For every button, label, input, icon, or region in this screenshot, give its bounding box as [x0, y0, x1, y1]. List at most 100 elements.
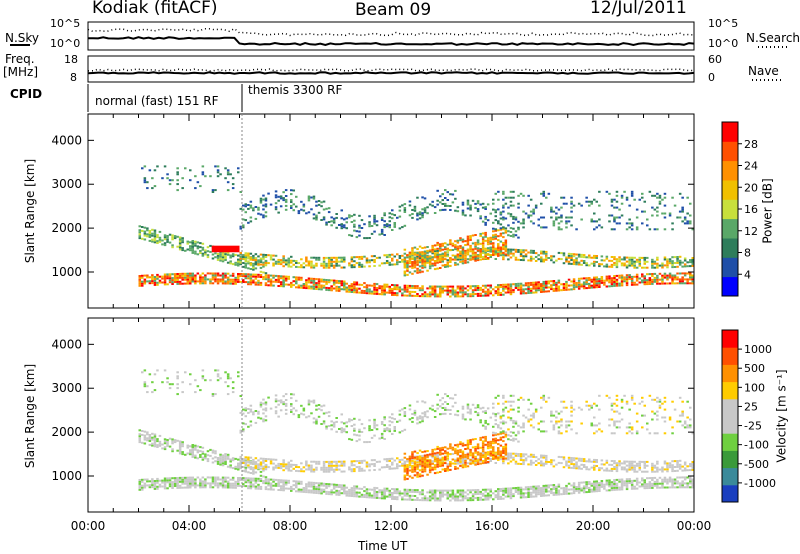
power-cell — [439, 259, 442, 262]
velocity-cell — [507, 495, 510, 498]
velocity-cell — [277, 481, 280, 484]
power-cell — [590, 202, 594, 205]
velocity-cell — [171, 450, 174, 453]
velocity-cell — [595, 465, 599, 467]
power-cell — [663, 274, 667, 277]
power-cell — [234, 253, 237, 256]
velocity-cell — [138, 433, 142, 436]
power-cell — [302, 266, 306, 269]
power-cell — [507, 248, 510, 251]
velocity-cell — [537, 487, 540, 490]
power-cell — [565, 288, 568, 291]
power-cell — [350, 266, 354, 269]
velocity-cell — [325, 460, 328, 463]
velocity-cell — [221, 484, 225, 487]
velocity-cell — [600, 463, 604, 466]
power-cell — [575, 263, 578, 266]
power-cell — [242, 256, 245, 258]
power-cell — [257, 212, 260, 215]
power-cell — [441, 244, 445, 247]
velocity-cell — [454, 448, 457, 451]
velocity-cell — [469, 441, 472, 443]
velocity-cell — [517, 486, 520, 489]
power-cell — [537, 281, 540, 284]
velocity-cell — [237, 468, 240, 471]
power-cell — [441, 242, 445, 245]
velocity-cell — [413, 489, 417, 492]
velocity-cell — [343, 470, 346, 473]
power-cell — [416, 269, 419, 272]
power-cell — [269, 280, 273, 283]
power-cell — [340, 225, 344, 228]
power-cell — [444, 197, 447, 199]
power-cell — [262, 204, 265, 207]
power-cell — [295, 265, 298, 268]
velocity-cell — [519, 453, 523, 456]
velocity-cell — [580, 489, 583, 492]
velocity-cell — [479, 458, 482, 461]
power-cell — [494, 286, 498, 289]
power-cell — [426, 293, 429, 296]
power-cell — [335, 279, 338, 282]
power-cell — [449, 289, 452, 292]
nave-label: Nave — [748, 64, 779, 78]
velocity-cell — [199, 478, 202, 481]
power-cell — [312, 285, 316, 288]
power-cell — [512, 204, 515, 207]
velocity-cell — [338, 484, 341, 487]
velocity-cell — [330, 464, 333, 467]
velocity-cell — [545, 490, 548, 493]
power-cell — [343, 282, 346, 285]
power-cell — [658, 200, 662, 203]
velocity-cell — [656, 480, 659, 483]
velocity-cell — [486, 457, 490, 460]
power-cell — [401, 226, 404, 229]
velocity-cell — [383, 491, 386, 494]
power-cell — [570, 288, 573, 291]
velocity-cell — [312, 485, 316, 488]
velocity-cell — [613, 479, 616, 481]
power-cell — [608, 281, 611, 284]
velocity-cell — [191, 482, 195, 485]
velocity-cell — [284, 483, 288, 486]
power-cell — [375, 291, 379, 293]
power-cell — [353, 219, 356, 222]
velocity-cell — [178, 448, 182, 451]
power-cell — [396, 216, 399, 219]
power-cell — [403, 262, 407, 265]
velocity-cell — [562, 493, 566, 495]
power-cell — [625, 196, 629, 199]
power-cell — [209, 250, 212, 253]
velocity-cell — [582, 464, 586, 466]
power-cell — [413, 207, 417, 210]
velocity-cell — [338, 486, 341, 488]
velocity-cell — [191, 480, 195, 483]
power-cell — [469, 256, 472, 259]
power-cell — [295, 282, 298, 285]
velocity-cell — [474, 459, 477, 462]
velocity-cell — [529, 459, 533, 462]
power-cell — [297, 276, 301, 279]
power-cell — [481, 232, 485, 235]
power-cell — [524, 212, 528, 215]
power-cell — [686, 278, 689, 281]
power-cell — [433, 287, 437, 290]
power-cell — [209, 244, 212, 247]
velocity-cell — [264, 478, 268, 481]
power-cell — [403, 207, 407, 209]
power-cell — [648, 190, 652, 193]
velocity-cell — [259, 463, 263, 466]
power-cell — [171, 277, 174, 280]
velocity-cell — [474, 493, 477, 496]
power-cell — [474, 206, 477, 209]
power-cell — [385, 262, 389, 264]
velocity-cell — [284, 467, 288, 470]
power-cell — [254, 257, 258, 260]
power-cell — [507, 250, 510, 253]
velocity-cell — [158, 434, 162, 437]
power-cell — [191, 247, 195, 250]
velocity-cell — [317, 462, 321, 465]
velocity-cell — [408, 469, 412, 472]
power-cell — [641, 222, 644, 225]
velocity-cell — [204, 457, 207, 460]
